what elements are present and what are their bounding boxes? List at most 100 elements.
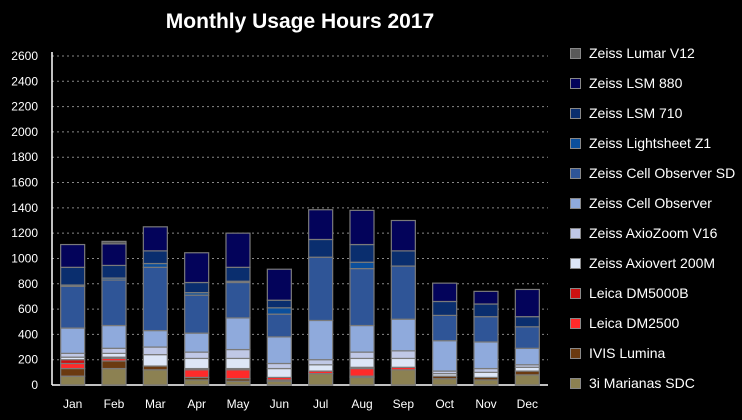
legend-swatch [570, 317, 581, 329]
bar-segment [225, 348, 251, 360]
bar-segment [60, 285, 86, 329]
bar-segment [432, 340, 458, 372]
x-tick-label: Mar [145, 397, 166, 411]
legend-item: Zeiss LSM 710 [570, 98, 735, 128]
bar-segment [514, 374, 540, 386]
x-tick-label: Oct [435, 397, 454, 411]
bar-segment [473, 303, 499, 318]
y-tick-label: 2400 [11, 74, 38, 88]
bar-segment [349, 209, 375, 246]
legend-item: Zeiss LSM 880 [570, 68, 735, 98]
legend-swatch [570, 107, 581, 119]
bar-segment [266, 313, 292, 338]
bar-segment [514, 326, 540, 349]
bar-segment [101, 324, 127, 349]
legend-item: Zeiss Cell Observer SD [570, 158, 735, 188]
bar-segment [432, 282, 458, 303]
legend-item: IVIS Lumina [570, 338, 735, 368]
bar-segment [514, 316, 540, 328]
bar-segment [142, 226, 168, 252]
bar-segment [60, 375, 86, 386]
bar-segment [349, 243, 375, 263]
legend-label: Leica DM5000B [589, 285, 689, 301]
bar-segment [101, 347, 127, 354]
legend-label: Zeiss LSM 710 [589, 105, 683, 121]
x-tick-label: Jun [270, 397, 289, 411]
bar-segment [266, 367, 292, 379]
bar-segment [225, 266, 251, 282]
bar-segment [349, 351, 375, 360]
bar-segment [432, 300, 458, 317]
bar-segment [101, 360, 127, 370]
bar-segment [432, 378, 458, 386]
bar-segment [266, 268, 292, 301]
legend-item: Zeiss Cell Observer [570, 188, 735, 218]
bar-segment [390, 369, 416, 386]
bar-segment [184, 379, 210, 386]
bar-segment [349, 261, 375, 270]
chart-title: Monthly Usage Hours 2017 [165, 10, 435, 33]
y-tick-label: 800 [18, 277, 38, 291]
y-tick-label: 0 [31, 378, 38, 392]
legend-label: Zeiss Lightsheet Z1 [589, 135, 712, 151]
legend-swatch [570, 167, 581, 179]
x-tick-label: Sep [393, 397, 415, 411]
bar-segment [390, 318, 416, 352]
bar-segment [349, 367, 375, 377]
legend-swatch [570, 47, 581, 59]
legend-swatch [570, 227, 581, 239]
legend-label: Zeiss AxioZoom V16 [589, 225, 718, 241]
bar-segment [473, 290, 499, 305]
legend-item: Zeiss Lumar V12 [570, 38, 735, 68]
y-tick-label: 1600 [11, 176, 38, 190]
y-tick-label: 2200 [11, 100, 38, 114]
bar-segment [184, 252, 210, 284]
bar-segment [225, 232, 251, 268]
bar-segment [390, 350, 416, 360]
legend-swatch [570, 77, 581, 89]
bar-segment [184, 332, 210, 353]
legend-swatch [570, 287, 581, 299]
bar-segment [184, 369, 210, 379]
legend-label: Leica DM2500 [589, 315, 680, 331]
bar-segment [225, 317, 251, 351]
y-tick-label: 1000 [11, 251, 38, 265]
legend-item: Zeiss Axiovert 200M [570, 248, 735, 278]
legend-label: Zeiss Cell Observer [589, 195, 712, 211]
bar-segment [142, 329, 168, 348]
bar-segment [184, 281, 210, 294]
legend-label: Zeiss Lumar V12 [589, 45, 695, 61]
bar-segment [308, 209, 334, 241]
legend-swatch [570, 377, 581, 389]
legend: Zeiss Lumar V12 Zeiss LSM 880 Zeiss LSM 71… [570, 38, 735, 398]
legend-item: 3i Marianas SDC [570, 368, 735, 398]
bar-segment [308, 364, 334, 372]
bar-segment [60, 266, 86, 286]
y-tick-label: 1400 [11, 201, 38, 215]
bar-segment [60, 243, 86, 268]
bar-segment [60, 367, 86, 377]
bar-segment [101, 243, 127, 267]
bar-segment [349, 357, 375, 368]
bar-segment [308, 359, 334, 366]
x-tick-label: Dec [517, 397, 538, 411]
legend-swatch [570, 197, 581, 209]
bar-segment [266, 362, 292, 370]
bar-segment [142, 369, 168, 386]
x-tick-label: Apr [187, 397, 206, 411]
bar-segment [266, 336, 292, 365]
legend-item: Leica DM5000B [570, 278, 735, 308]
y-tick-label: 1800 [11, 150, 38, 164]
bar-segment [225, 357, 251, 370]
bar-segment [60, 362, 86, 370]
bar-segment [184, 294, 210, 334]
bar-segment [225, 369, 251, 380]
legend-label: Zeiss LSM 880 [589, 75, 683, 91]
bar-segment [308, 256, 334, 322]
bar-segment [432, 314, 458, 342]
bar-segment [473, 341, 499, 370]
y-tick-label: 1200 [11, 226, 38, 240]
x-tick-label: May [227, 397, 250, 411]
bar-segment [60, 327, 86, 354]
x-tick-label: Jul [313, 397, 328, 411]
